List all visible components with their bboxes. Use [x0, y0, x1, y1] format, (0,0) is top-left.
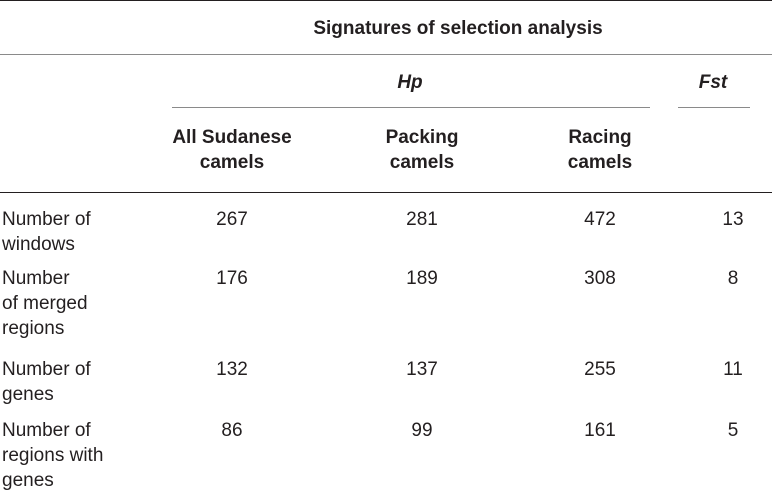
- table-cell: 472: [584, 209, 616, 230]
- row-label-windows: Number of windows: [2, 209, 91, 255]
- column-header-all-sudanese: All Sudanese camels: [172, 127, 292, 173]
- table-cell: 189: [406, 268, 438, 289]
- table-cell: 255: [584, 359, 616, 380]
- table-cell: 267: [216, 209, 248, 230]
- table-cell: 308: [584, 268, 616, 289]
- table-cell: 13: [722, 209, 744, 230]
- fst-group-rule: [678, 107, 750, 108]
- table-top-rule: [0, 0, 772, 1]
- table-cell: 5: [727, 420, 739, 441]
- row-label-genes: Number of genes: [2, 359, 91, 405]
- table-cell: 132: [216, 359, 248, 380]
- column-header-packing: Packing camels: [385, 127, 459, 173]
- header-bottom-rule: [0, 192, 772, 193]
- table-cell: 8: [727, 268, 739, 289]
- table-cell: 137: [406, 359, 438, 380]
- table-cell: 176: [216, 268, 248, 289]
- group-header-hp: Hp: [397, 72, 423, 93]
- hp-group-rule: [172, 107, 650, 108]
- table-cell: 281: [406, 209, 438, 230]
- super-header: Signatures of selection analysis: [313, 18, 603, 39]
- super-header-rule: [0, 54, 772, 55]
- table-cell: 11: [723, 359, 743, 380]
- column-header-racing: Racing camels: [567, 127, 633, 173]
- group-header-fst: Fst: [698, 72, 728, 93]
- row-label-merged-regions: Number of merged regions: [2, 268, 88, 339]
- table-cell: 161: [584, 420, 616, 441]
- row-label-regions-with-genes: Number of regions with genes: [2, 420, 104, 491]
- table-cell: 99: [411, 420, 433, 441]
- table-cell: 86: [221, 420, 243, 441]
